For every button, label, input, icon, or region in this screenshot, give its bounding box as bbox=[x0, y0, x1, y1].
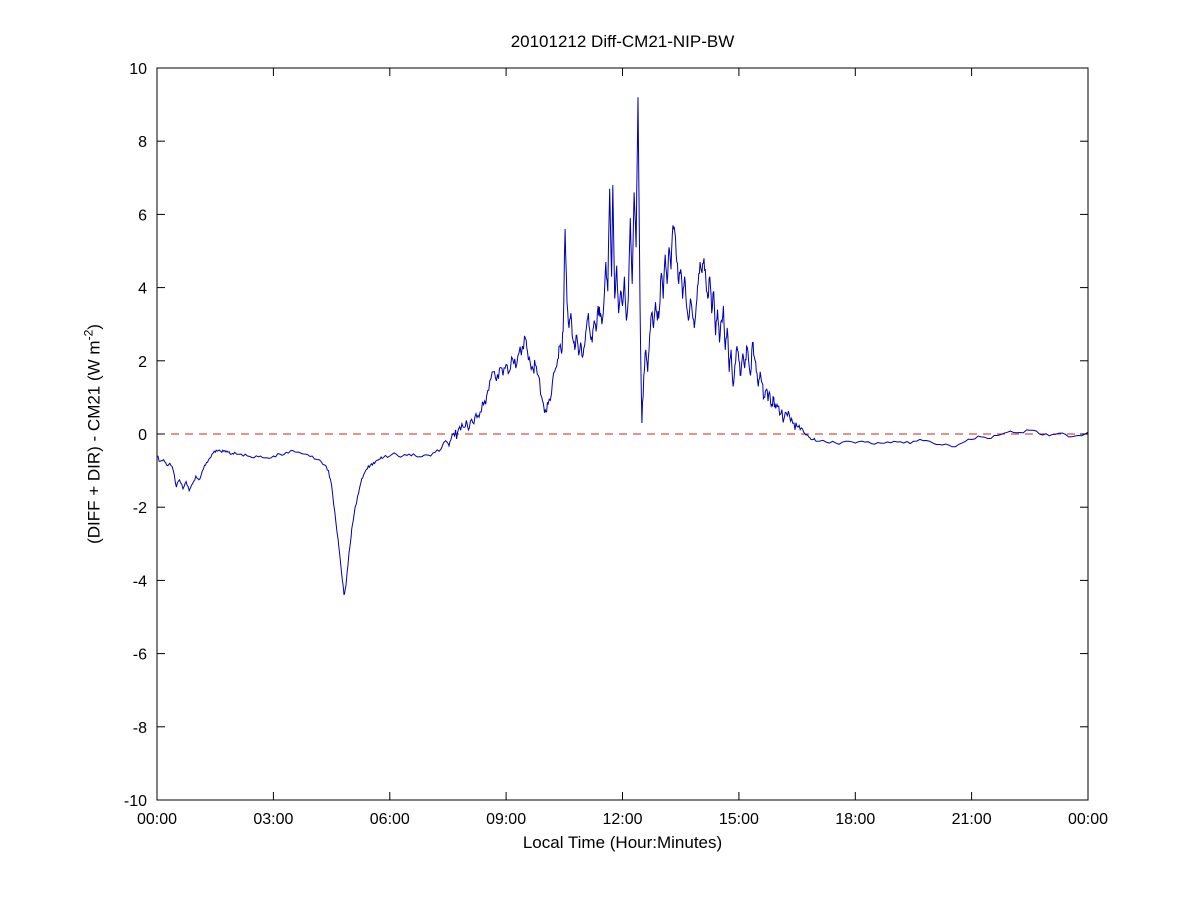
x-tick-label: 18:00 bbox=[835, 811, 875, 828]
y-axis-label-superscript: -2 bbox=[81, 329, 96, 341]
y-tick-label: 8 bbox=[138, 134, 147, 151]
x-tick-label: 06:00 bbox=[370, 811, 410, 828]
y-tick-label: 2 bbox=[138, 354, 147, 371]
x-tick-label: 21:00 bbox=[952, 811, 992, 828]
y-tick-label: 4 bbox=[138, 281, 147, 298]
y-tick-label: 10 bbox=[129, 61, 147, 78]
x-axis-label: Local Time (Hour:Minutes) bbox=[522, 833, 723, 852]
data-series-line bbox=[156, 97, 1089, 596]
x-tick-label: 09:00 bbox=[486, 811, 526, 828]
x-tick-label: 15:00 bbox=[719, 811, 759, 828]
x-tick-label: 00:00 bbox=[1068, 811, 1108, 828]
x-tick-label: 03:00 bbox=[253, 811, 293, 828]
y-tick-label: -4 bbox=[133, 573, 147, 590]
y-tick-label: -10 bbox=[124, 793, 147, 810]
y-axis-label-end: ) bbox=[84, 324, 104, 330]
x-tick-label: 00:00 bbox=[137, 811, 177, 828]
y-tick-label: -6 bbox=[133, 647, 147, 664]
y-axis-label-main: (DIFF + DIR) - CM21 (W m bbox=[84, 340, 104, 544]
y-axis-label: (DIFF + DIR) - CM21 (W m-2) bbox=[82, 324, 105, 544]
x-tick-label: 12:00 bbox=[602, 811, 642, 828]
y-tick-label: -2 bbox=[133, 500, 147, 517]
y-tick-label: 0 bbox=[138, 427, 147, 444]
chart-title: 20101212 Diff-CM21-NIP-BW bbox=[510, 32, 735, 51]
y-tick-label: -8 bbox=[133, 720, 147, 737]
y-tick-label: 6 bbox=[138, 207, 147, 224]
